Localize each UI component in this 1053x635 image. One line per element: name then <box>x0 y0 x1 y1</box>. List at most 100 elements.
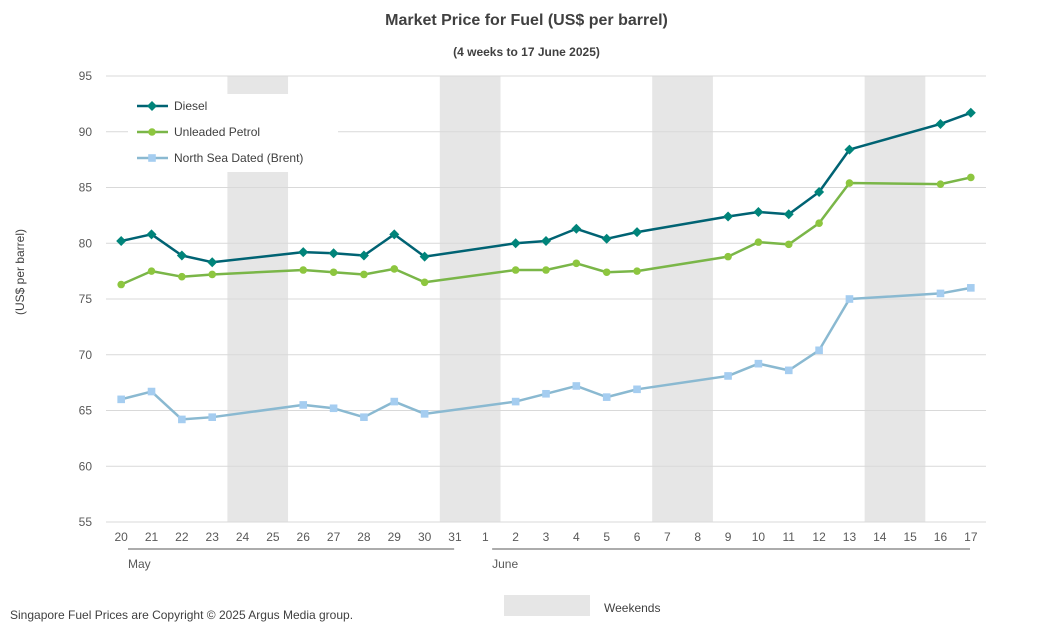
data-point <box>965 107 976 118</box>
y-tick-label: 65 <box>79 404 93 418</box>
x-tick-label: 7 <box>664 530 671 544</box>
x-tick-label: 9 <box>725 530 732 544</box>
x-tick-label: 26 <box>297 530 311 544</box>
data-point <box>754 238 763 246</box>
x-tick-label: 22 <box>175 530 189 544</box>
data-point <box>572 259 581 268</box>
x-tick-label: 13 <box>843 530 857 544</box>
data-point <box>724 372 732 380</box>
data-point <box>602 393 611 401</box>
data-point <box>602 268 611 277</box>
legend-label: Unleaded Petrol <box>174 125 260 139</box>
data-point <box>117 280 125 289</box>
data-point <box>633 267 641 275</box>
data-point <box>360 413 368 421</box>
x-tick-label: 20 <box>114 530 128 544</box>
y-tick-label: 75 <box>79 292 93 306</box>
x-tick-label: 30 <box>418 530 432 544</box>
x-tick-label: 6 <box>634 530 641 544</box>
x-tick-label: 24 <box>236 530 250 544</box>
data-point <box>967 284 975 292</box>
data-point <box>178 272 186 281</box>
y-tick-label: 95 <box>79 69 93 83</box>
data-point <box>967 173 975 182</box>
data-point <box>329 268 338 277</box>
x-tick-label: 8 <box>694 530 701 544</box>
y-tick-label: 85 <box>79 181 93 195</box>
data-point <box>845 295 854 303</box>
data-point <box>147 387 156 396</box>
x-tick-label: 10 <box>752 530 766 544</box>
data-point <box>420 410 429 418</box>
data-point <box>572 382 581 390</box>
data-point <box>329 404 338 413</box>
data-point <box>116 236 127 247</box>
x-tick-label: 15 <box>903 530 917 544</box>
data-point <box>511 266 520 274</box>
legend-marker <box>148 154 156 162</box>
data-point <box>936 180 945 188</box>
copyright-notice: Singapore Fuel Prices are Copyright © 20… <box>10 608 354 622</box>
x-tick-label: 1 <box>482 530 489 544</box>
data-point <box>632 227 643 238</box>
data-point <box>390 265 399 273</box>
data-point <box>389 229 400 240</box>
x-tick-label: 4 <box>573 530 580 544</box>
data-point <box>299 266 308 274</box>
y-tick-label: 55 <box>79 515 93 529</box>
data-point <box>754 359 763 368</box>
x-tick-label: 17 <box>964 530 978 544</box>
data-point <box>178 415 186 424</box>
data-point <box>784 366 793 375</box>
x-tick-label: 28 <box>357 530 371 544</box>
data-point <box>328 248 339 259</box>
legend-label: North Sea Dated (Brent) <box>174 151 303 165</box>
data-point <box>723 211 734 222</box>
data-point <box>844 144 855 155</box>
data-point <box>815 219 823 227</box>
x-tick-label: 5 <box>603 530 610 544</box>
x-tick-label: 29 <box>388 530 402 544</box>
legend-marker <box>148 128 156 136</box>
data-point <box>390 397 399 406</box>
x-tick-label: 16 <box>934 530 948 544</box>
x-tick-label: 2 <box>512 530 519 544</box>
data-point <box>207 257 218 268</box>
y-tick-label: 90 <box>79 125 93 139</box>
y-tick-label: 70 <box>79 348 93 362</box>
x-tick-label: 31 <box>448 530 462 544</box>
data-point <box>542 266 550 274</box>
chart-subtitle: (4 weeks to 17 June 2025) <box>453 45 600 59</box>
data-point <box>358 250 369 261</box>
x-tick-label: 23 <box>206 530 220 544</box>
x-tick-label: 12 <box>812 530 826 544</box>
data-point <box>208 270 217 279</box>
data-point <box>208 413 217 421</box>
legend-label: Diesel <box>174 99 207 113</box>
data-point <box>783 209 794 220</box>
data-point <box>633 385 641 394</box>
data-point <box>815 346 823 355</box>
month-label: June <box>492 557 518 571</box>
data-point <box>542 389 550 398</box>
data-point <box>420 278 429 287</box>
y-tick-label: 80 <box>79 236 93 250</box>
data-point <box>753 207 764 218</box>
data-point <box>814 186 825 197</box>
data-point <box>419 251 430 262</box>
x-tick-label: 21 <box>145 530 159 544</box>
weekend-legend-label: Weekends <box>604 601 661 615</box>
data-point <box>935 118 946 129</box>
data-point <box>601 233 612 244</box>
data-point <box>117 395 125 404</box>
data-point <box>298 247 309 258</box>
x-tick-label: 25 <box>266 530 280 544</box>
x-tick-label: 11 <box>783 530 796 544</box>
chart-title: Market Price for Fuel (US$ per barrel) <box>385 12 668 29</box>
data-point <box>845 179 854 187</box>
x-tick-label: 27 <box>327 530 341 544</box>
data-point <box>299 401 308 409</box>
data-point <box>147 267 156 275</box>
data-point <box>360 270 368 279</box>
